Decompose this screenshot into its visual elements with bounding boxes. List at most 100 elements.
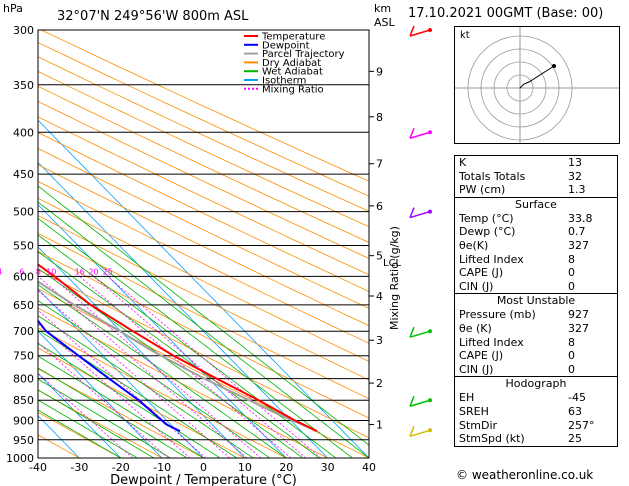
pressure-tick-label: 550	[13, 239, 34, 252]
wet-adiabat-line	[38, 343, 221, 458]
most-unstable-title: Most Unstable	[496, 294, 576, 308]
mixing-ratio-line	[38, 372, 133, 458]
dry-adiabat-line	[38, 85, 369, 243]
most-unstable-section: Most Unstable Pressure (mb) 927 θe (K) 327…	[455, 293, 617, 376]
km-tick-label: 4	[376, 290, 383, 303]
wind-barb	[409, 429, 431, 438]
wet-adiabat-line	[38, 284, 287, 458]
surface-title: Surface	[515, 197, 557, 211]
wet-adiabat-line	[38, 367, 188, 458]
hodograph-frame	[454, 26, 620, 144]
surface-row: θe(K) 327	[459, 238, 589, 252]
temp-tick-label: 10	[238, 461, 252, 474]
pressure-tick-label: 500	[13, 206, 34, 219]
dry-adiabat-line	[38, 71, 369, 228]
hodograph-section: Hodograph EH -45 SREH 63 StmDir 257° StmSpd…	[455, 376, 617, 445]
legend-label: Parcel Trajectory	[262, 49, 345, 60]
km-tick-label: 2	[376, 377, 383, 390]
temp-tick-label: -20	[112, 461, 130, 474]
legend-label: Isotherm	[262, 76, 306, 87]
isotherm-line	[38, 246, 246, 458]
mixing-ratio-label: 16	[75, 267, 85, 276]
pressure-tick-label: 1000	[6, 452, 34, 465]
wind-barb	[409, 330, 431, 338]
wind-barb-dot	[428, 28, 432, 32]
wet-adiabat-line	[38, 300, 270, 458]
pressure-tick-label: 900	[13, 415, 34, 428]
hodograph-unit-label: kt	[460, 30, 470, 41]
surface-row: Temp (°C) 33.8	[459, 211, 593, 225]
dry-adiabat-line	[38, 42, 369, 197]
temp-tick-label: -40	[29, 461, 47, 474]
unstable-row: θe (K) 327	[459, 321, 589, 335]
mixing-ratio-label: 8	[36, 267, 41, 276]
pressure-tick-label: 850	[13, 394, 34, 407]
km-unit-label: km	[374, 2, 391, 15]
km-tick-label: 9	[376, 65, 383, 78]
hodograph: kt	[454, 26, 620, 144]
lcl-label: LCL	[383, 258, 402, 269]
plot-area	[38, 30, 369, 458]
wet-adiabat-line	[38, 378, 171, 458]
dry-adiabat-line	[38, 56, 369, 212]
km-tick-label: 5	[376, 250, 383, 263]
wind-barb-flag	[409, 127, 415, 139]
wind-barb-dot	[428, 428, 432, 433]
dry-adiabat-line	[41, 30, 369, 182]
dry-adiabat-line	[38, 368, 204, 458]
general-indices: K 13 Totals Totals 32 PW (cm) 1.3	[455, 156, 617, 197]
isotherm-line	[38, 415, 80, 458]
mixing-ratio-line	[38, 323, 191, 458]
mixing-ratio-label: 20	[88, 267, 98, 276]
totals-totals-row: Totals Totals 32	[459, 169, 582, 183]
mixing-ratio-axis-label: Mixing Ratio (g/kg)	[388, 226, 401, 330]
wind-barb-flag	[409, 207, 415, 218]
wind-barb-flag	[409, 326, 415, 338]
hodograph-point	[552, 64, 556, 68]
dry-adiabat-line	[38, 307, 328, 458]
pressure-tick-label: 400	[13, 126, 34, 139]
mixing-ratio-label: 10	[46, 267, 56, 276]
x-axis-label: Dewpoint / Temperature (°C)	[110, 473, 297, 486]
pressure-tick-label: 450	[13, 168, 34, 181]
dewpoint-line	[38, 319, 181, 432]
pressure-tick-label: 300	[13, 24, 34, 37]
temp-tick-label: -10	[153, 461, 171, 474]
km-tick-label: 3	[376, 334, 383, 347]
unstable-row: CAPE (J) 0	[459, 349, 575, 363]
k-index-row: K 13	[459, 156, 582, 169]
pressure-tick-label: 950	[13, 434, 34, 447]
hpa-unit-label: hPa	[3, 2, 23, 15]
wind-barb-dot	[428, 209, 432, 214]
dry-adiabat-line	[38, 411, 121, 458]
hodo-row: StmDir 257°	[459, 418, 595, 432]
surface-row: CAPE (J) 0	[459, 266, 575, 280]
wind-barb-dot	[428, 398, 432, 403]
wind-barb-dot	[428, 329, 432, 334]
temp-tick-label: 30	[321, 461, 335, 474]
km-tick-label: 8	[376, 111, 383, 124]
legend-label: Dry Adiabat	[262, 58, 321, 69]
parcel-trajectory-line	[38, 280, 318, 433]
isotherm-line	[38, 204, 287, 458]
wind-barb	[409, 210, 431, 219]
pressure-tick-label: 650	[13, 299, 34, 312]
legend-label: Temperature	[261, 32, 325, 43]
legend-label: Mixing Ratio	[262, 84, 324, 95]
dry-adiabat-line	[38, 132, 369, 292]
dry-adiabat-line	[38, 434, 80, 458]
km-tick-label: 1	[376, 418, 383, 431]
unstable-row: Lifted Index 8	[459, 335, 575, 349]
hodo-row: EH -45	[459, 391, 586, 405]
pw-row: PW (cm) 1.3	[459, 183, 586, 197]
wind-barb	[409, 131, 431, 139]
mixing-ratio-line	[107, 276, 322, 458]
dry-adiabat-line	[38, 250, 369, 419]
pressure-tick-label: 600	[13, 270, 34, 283]
wet-adiabat-line	[38, 399, 138, 458]
surface-row: Lifted Index 8	[459, 252, 575, 266]
temp-tick-label: 0	[200, 461, 207, 474]
mixing-ratio-label: 6	[19, 267, 24, 276]
unstable-row: CIN (J) 0	[459, 362, 575, 376]
